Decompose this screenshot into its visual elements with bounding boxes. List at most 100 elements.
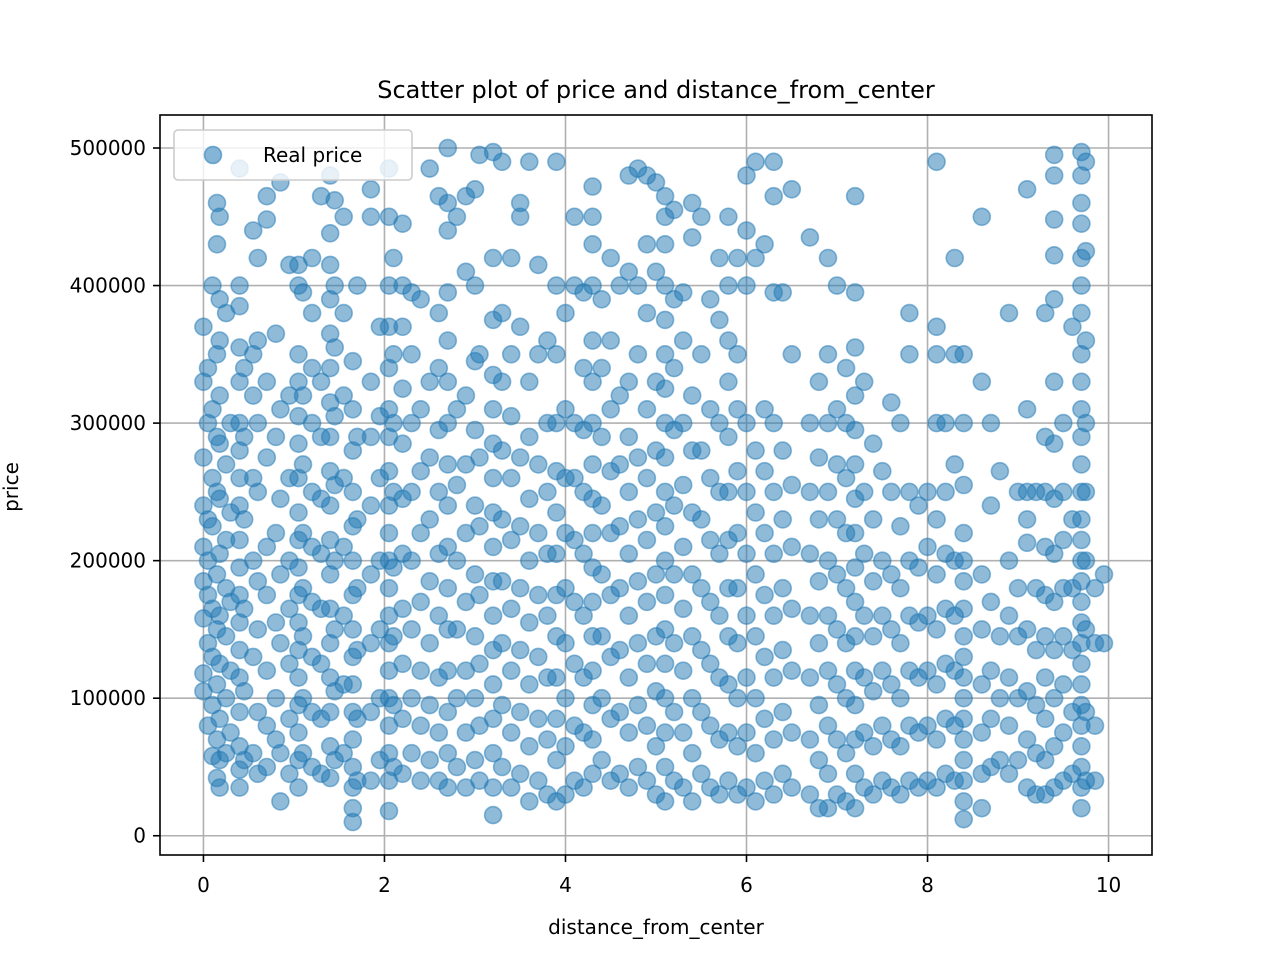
data-point bbox=[243, 221, 263, 240]
data-point bbox=[538, 730, 557, 749]
data-point bbox=[501, 530, 521, 550]
data-point bbox=[954, 709, 974, 729]
data-point bbox=[728, 736, 747, 756]
data-point bbox=[673, 599, 693, 619]
data-point bbox=[972, 207, 992, 227]
data-point bbox=[583, 730, 602, 749]
data-point bbox=[863, 434, 883, 454]
data-point bbox=[773, 578, 793, 598]
data-point bbox=[891, 633, 910, 653]
data-point bbox=[872, 716, 892, 736]
data-point bbox=[800, 730, 820, 749]
data-point bbox=[655, 723, 675, 742]
data-point bbox=[619, 606, 639, 626]
data-point bbox=[691, 510, 711, 529]
data-point bbox=[719, 675, 738, 694]
data-point bbox=[845, 420, 865, 440]
data-point bbox=[1054, 626, 1073, 646]
data-point bbox=[981, 592, 1001, 612]
data-point bbox=[447, 399, 467, 419]
data-point bbox=[719, 276, 738, 295]
data-point bbox=[293, 626, 313, 646]
data-point bbox=[673, 723, 693, 742]
data-point bbox=[863, 626, 883, 646]
data-point bbox=[646, 173, 666, 192]
data-point bbox=[438, 537, 458, 557]
data-point bbox=[782, 180, 802, 199]
data-point bbox=[936, 482, 955, 502]
data-point bbox=[483, 743, 503, 763]
data-point bbox=[981, 413, 1001, 433]
data-point bbox=[528, 455, 548, 474]
data-point bbox=[818, 716, 838, 736]
data-point bbox=[280, 654, 299, 674]
data-point bbox=[266, 324, 286, 344]
data-point bbox=[628, 276, 648, 295]
data-point bbox=[954, 475, 974, 495]
data-point bbox=[248, 702, 268, 722]
data-point bbox=[691, 764, 711, 784]
data-point bbox=[361, 496, 381, 515]
data-point bbox=[592, 358, 612, 378]
data-point bbox=[510, 578, 530, 598]
data-point bbox=[207, 675, 227, 694]
data-point bbox=[1035, 750, 1055, 770]
data-point bbox=[519, 427, 539, 447]
data-point bbox=[492, 303, 512, 323]
data-point bbox=[610, 455, 630, 474]
data-point bbox=[728, 461, 747, 481]
data-point bbox=[737, 723, 756, 742]
data-point bbox=[972, 723, 992, 742]
data-point bbox=[289, 778, 308, 797]
data-point bbox=[1054, 530, 1073, 550]
data-point bbox=[420, 695, 440, 715]
data-point bbox=[230, 702, 249, 722]
data-point bbox=[501, 406, 521, 426]
data-point bbox=[583, 523, 602, 543]
data-point bbox=[809, 695, 829, 715]
data-point bbox=[818, 798, 838, 818]
data-point bbox=[1063, 317, 1082, 337]
data-point bbox=[863, 571, 883, 591]
data-point bbox=[691, 578, 711, 598]
data-point bbox=[746, 503, 765, 522]
data-point bbox=[700, 468, 720, 488]
data-point bbox=[379, 801, 399, 821]
data-point bbox=[646, 503, 666, 522]
data-point bbox=[673, 283, 693, 302]
data-point bbox=[492, 372, 512, 392]
data-point bbox=[655, 688, 675, 708]
data-point bbox=[972, 372, 992, 392]
data-point bbox=[881, 675, 901, 694]
data-point bbox=[655, 792, 675, 811]
data-point bbox=[601, 399, 621, 419]
data-point bbox=[918, 661, 937, 681]
data-point bbox=[483, 248, 503, 268]
data-point bbox=[266, 613, 286, 632]
data-point bbox=[628, 448, 648, 467]
data-point bbox=[900, 482, 919, 502]
data-point bbox=[619, 262, 639, 282]
data-point bbox=[243, 386, 263, 405]
data-point bbox=[764, 186, 784, 206]
data-point bbox=[347, 510, 367, 529]
data-point bbox=[1017, 510, 1037, 529]
data-point bbox=[954, 688, 974, 708]
data-point bbox=[1017, 399, 1037, 419]
data-point bbox=[483, 399, 503, 419]
data-point bbox=[1072, 372, 1091, 392]
data-point bbox=[402, 551, 421, 571]
data-point bbox=[1017, 620, 1037, 639]
x-tick-label: 6 bbox=[740, 873, 753, 897]
data-point bbox=[519, 489, 539, 509]
data-point bbox=[1072, 455, 1091, 474]
data-point bbox=[990, 626, 1010, 646]
data-point bbox=[438, 702, 458, 722]
data-point bbox=[655, 344, 675, 364]
data-point bbox=[483, 778, 503, 797]
data-point bbox=[728, 688, 747, 708]
data-point bbox=[501, 599, 521, 619]
data-point bbox=[610, 276, 630, 295]
data-point bbox=[782, 599, 802, 619]
data-point bbox=[470, 344, 489, 364]
